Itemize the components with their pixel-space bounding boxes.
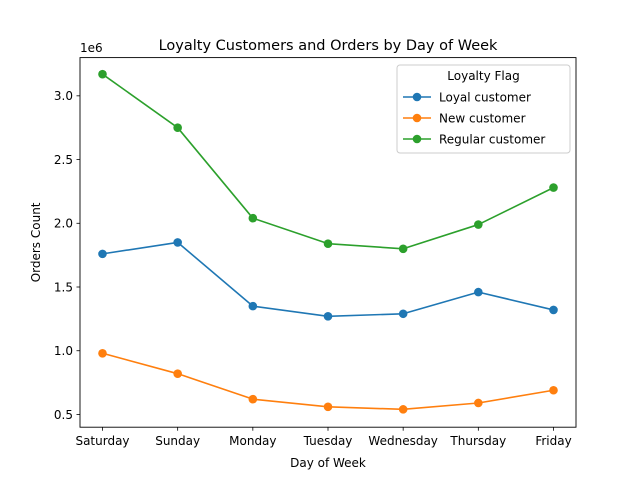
- y-tick-label: 1.5: [54, 280, 73, 294]
- data-point-new-customer: [98, 348, 107, 358]
- data-point-loyal-customer: [474, 287, 483, 297]
- legend-label: Loyal customer: [439, 90, 531, 104]
- chart-title: Loyalty Customers and Orders by Day of W…: [159, 38, 498, 54]
- y-tick-label: 2.0: [54, 217, 73, 231]
- axes: Saturday Sunday Monday Tuesday Wednesday Thur…: [54, 89, 572, 448]
- data-point-regular-customer: [549, 183, 558, 192]
- data-point-new-customer: [474, 398, 483, 408]
- legend-label: New customer: [439, 111, 526, 125]
- data-point-loyal-customer: [549, 305, 558, 315]
- data-point-loyal-customer: [398, 309, 408, 319]
- x-tick-label: Friday: [535, 434, 571, 448]
- x-tick-label: Tuesday: [303, 434, 353, 448]
- data-point-regular-customer: [248, 213, 258, 223]
- x-tick-label: Sunday: [155, 434, 200, 448]
- x-axis-label: Day of Week: [290, 456, 366, 470]
- data-point-regular-customer: [323, 239, 333, 248]
- legend-marker: [412, 92, 422, 102]
- x-tick-label: Monday: [229, 434, 276, 448]
- legend: Loyalty Flag Loyal customer New customer Re…: [396, 64, 571, 154]
- data-point-loyal-customer: [173, 238, 182, 247]
- data-point-regular-customer: [173, 123, 182, 132]
- legend-marker: [412, 134, 422, 144]
- data-point-new-customer: [398, 405, 408, 414]
- data-point-loyal-customer: [248, 301, 258, 311]
- data-point-new-customer: [549, 385, 558, 395]
- x-tick-label: Wednesday: [368, 434, 437, 448]
- y-tick-label: 3.0: [54, 89, 73, 103]
- data-point-regular-customer: [98, 69, 107, 79]
- y-tick-label: 0.5: [54, 408, 73, 422]
- data-point-new-customer: [248, 394, 258, 404]
- data-point-regular-customer: [474, 220, 483, 229]
- y-axis-offset-label: 1e6: [80, 41, 103, 55]
- x-tick-label: Thursday: [449, 434, 506, 448]
- legend-label: Regular customer: [439, 132, 545, 146]
- y-tick-label: 2.5: [54, 153, 73, 167]
- y-axis-label: Orders Count: [29, 202, 43, 282]
- data-point-loyal-customer: [323, 312, 333, 321]
- y-tick-label: 1.0: [54, 344, 73, 358]
- plot-area: [98, 69, 558, 414]
- data-point-regular-customer: [398, 244, 408, 254]
- legend-marker: [412, 113, 422, 123]
- legend-title: Loyalty Flag: [447, 69, 519, 83]
- x-tick-label: Saturday: [75, 434, 129, 448]
- legend-box: [396, 64, 571, 154]
- data-point-new-customer: [173, 369, 182, 378]
- data-point-new-customer: [323, 402, 333, 412]
- data-point-loyal-customer: [98, 249, 107, 259]
